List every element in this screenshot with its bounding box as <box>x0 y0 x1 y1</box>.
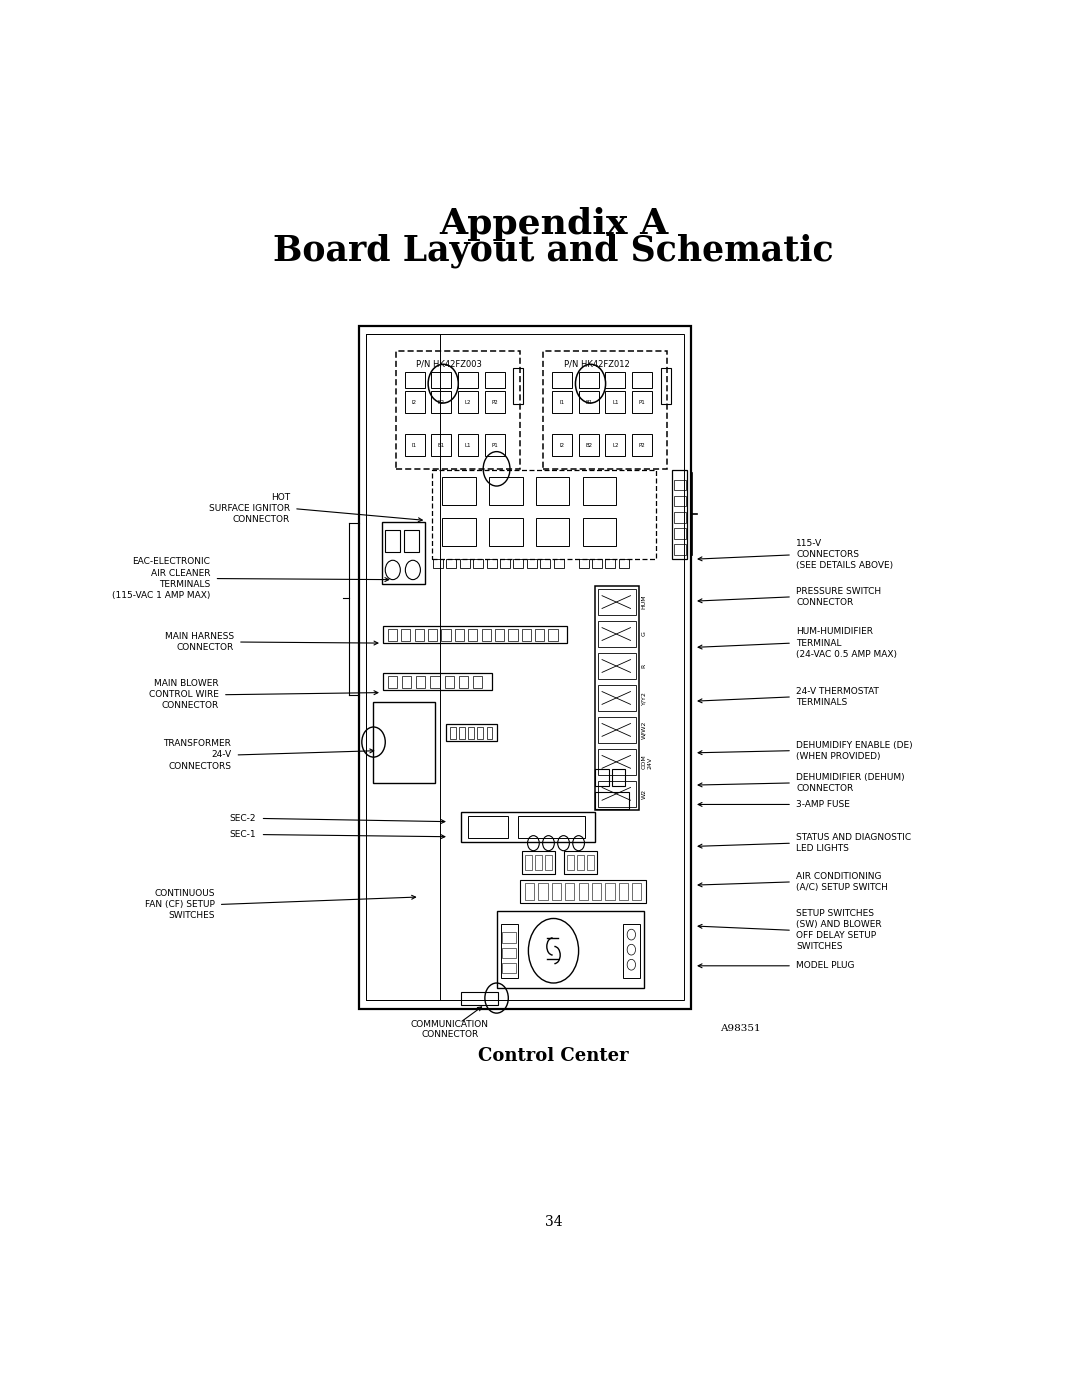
Text: 3-AMP FUSE: 3-AMP FUSE <box>796 800 850 809</box>
Text: I2: I2 <box>559 443 565 447</box>
Text: MAIN HARNESS
CONNECTOR: MAIN HARNESS CONNECTOR <box>164 631 233 652</box>
Text: B2: B2 <box>585 443 592 447</box>
Text: 34: 34 <box>544 1215 563 1229</box>
Text: I1: I1 <box>559 400 565 405</box>
Text: P/N HK42FZ003: P/N HK42FZ003 <box>417 359 483 369</box>
Text: W/W2: W/W2 <box>642 721 647 739</box>
Text: MODEL PLUG: MODEL PLUG <box>796 961 854 971</box>
Text: Appendix A: Appendix A <box>438 207 669 240</box>
Text: R: R <box>642 664 647 668</box>
Text: W2: W2 <box>642 789 647 799</box>
Text: 115-V
CONNECTORS
(SEE DETAILS ABOVE): 115-V CONNECTORS (SEE DETAILS ABOVE) <box>796 539 893 570</box>
Text: EAC-ELECTRONIC
AIR CLEANER
TERMINALS
(115-VAC 1 AMP MAX): EAC-ELECTRONIC AIR CLEANER TERMINALS (11… <box>112 557 211 599</box>
Text: Board Layout and Schematic: Board Layout and Schematic <box>273 233 834 268</box>
Text: HUM-HUMIDIFIER
TERMINAL
(24-VAC 0.5 AMP MAX): HUM-HUMIDIFIER TERMINAL (24-VAC 0.5 AMP … <box>796 627 897 659</box>
Text: TRANSFORMER
24-V
CONNECTORS: TRANSFORMER 24-V CONNECTORS <box>163 739 231 771</box>
Text: L1: L1 <box>464 443 471 447</box>
Text: Control Center: Control Center <box>478 1048 629 1065</box>
Text: DEHUMIDIFIER (DEHUM)
CONNECTOR: DEHUMIDIFIER (DEHUM) CONNECTOR <box>796 773 905 793</box>
Text: L2: L2 <box>612 443 619 447</box>
Text: I1: I1 <box>411 443 417 447</box>
Text: P2: P2 <box>639 443 646 447</box>
Text: COM
24V: COM 24V <box>642 754 652 770</box>
Text: SEC-1: SEC-1 <box>230 830 256 840</box>
Text: COMMUNICATION
CONNECTOR: COMMUNICATION CONNECTOR <box>410 1020 489 1039</box>
Text: Y/Y2: Y/Y2 <box>642 692 647 705</box>
Text: B1: B1 <box>437 443 445 447</box>
Text: L1: L1 <box>612 400 619 405</box>
Text: 24-V THERMOSTAT
TERMINALS: 24-V THERMOSTAT TERMINALS <box>796 687 879 707</box>
Text: SEC-2: SEC-2 <box>230 814 256 823</box>
Text: B2: B2 <box>437 400 445 405</box>
Text: CONTINUOUS
FAN (CF) SETUP
SWITCHES: CONTINUOUS FAN (CF) SETUP SWITCHES <box>145 888 215 921</box>
Text: MAIN BLOWER
CONTROL WIRE
CONNECTOR: MAIN BLOWER CONTROL WIRE CONNECTOR <box>149 679 218 710</box>
Text: P1: P1 <box>491 443 498 447</box>
Text: A98351: A98351 <box>720 1024 761 1032</box>
Text: P2: P2 <box>491 400 498 405</box>
Text: I2: I2 <box>411 400 417 405</box>
Text: STATUS AND DIAGNOSTIC
LED LIGHTS: STATUS AND DIAGNOSTIC LED LIGHTS <box>796 833 912 854</box>
Text: SETUP SWITCHES
(SW) AND BLOWER
OFF DELAY SETUP
SWITCHES: SETUP SWITCHES (SW) AND BLOWER OFF DELAY… <box>796 909 882 951</box>
Text: B1: B1 <box>585 400 592 405</box>
Text: HOT
SURFACE IGNITOR
CONNECTOR: HOT SURFACE IGNITOR CONNECTOR <box>208 493 289 524</box>
Text: P/N HK42FZ012: P/N HK42FZ012 <box>564 359 630 369</box>
Text: P1: P1 <box>639 400 646 405</box>
Text: DEHUMIDIFY ENABLE (DE)
(WHEN PROVIDED): DEHUMIDIFY ENABLE (DE) (WHEN PROVIDED) <box>796 740 913 761</box>
Text: PRESSURE SWITCH
CONNECTOR: PRESSURE SWITCH CONNECTOR <box>796 587 881 606</box>
Text: AIR CONDITIONING
(A/C) SETUP SWITCH: AIR CONDITIONING (A/C) SETUP SWITCH <box>796 872 888 891</box>
Text: HUM: HUM <box>642 595 647 609</box>
Text: L2: L2 <box>464 400 471 405</box>
Text: G: G <box>642 631 647 637</box>
